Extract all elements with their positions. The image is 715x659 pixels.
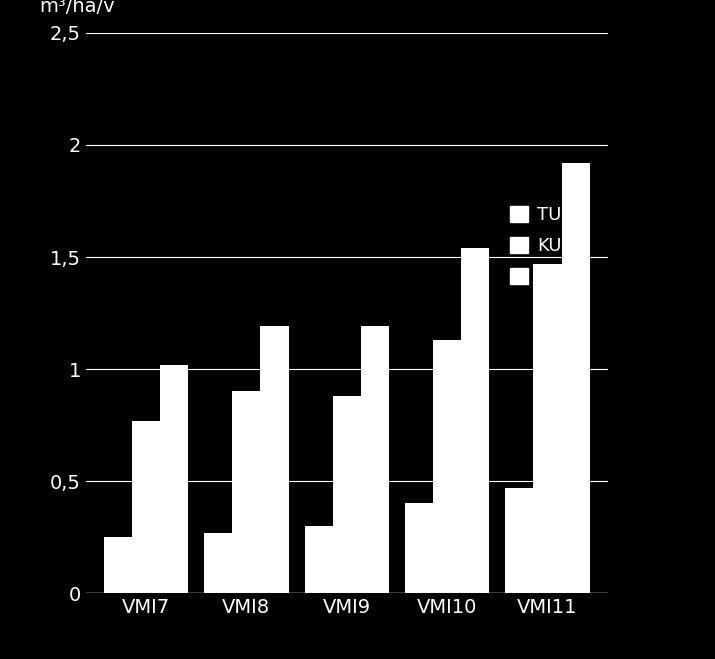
- Bar: [533, 264, 561, 593]
- Bar: [461, 248, 489, 593]
- Bar: [104, 537, 132, 593]
- Bar: [561, 163, 590, 593]
- Bar: [405, 503, 433, 593]
- Bar: [332, 396, 361, 593]
- Bar: [232, 391, 260, 593]
- Bar: [160, 364, 188, 593]
- Bar: [433, 340, 461, 593]
- Bar: [204, 532, 232, 593]
- Bar: [260, 326, 289, 593]
- Legend: TUKKI, KUITU, YHT.: TUKKI, KUITU, YHT.: [503, 199, 598, 293]
- Bar: [506, 488, 533, 593]
- Bar: [361, 326, 389, 593]
- Text: m³/ha/v: m³/ha/v: [39, 0, 114, 16]
- Bar: [305, 526, 332, 593]
- Bar: [132, 420, 160, 593]
